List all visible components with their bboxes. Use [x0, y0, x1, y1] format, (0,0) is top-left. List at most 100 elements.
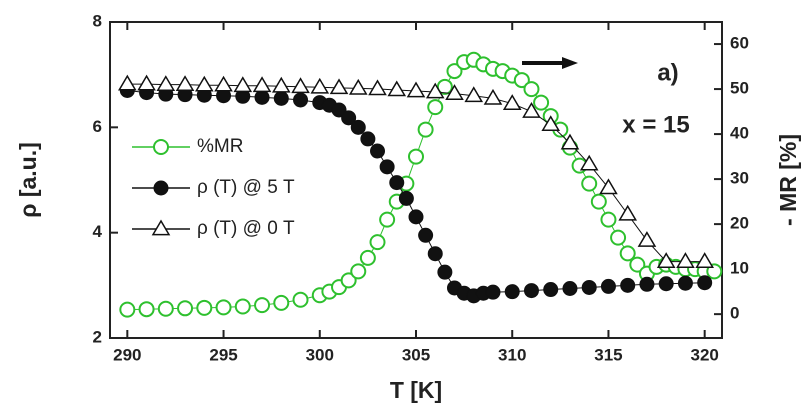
data-point — [418, 227, 434, 243]
x-axis-label: T [K] — [390, 377, 442, 403]
data-point — [579, 154, 599, 171]
data-point — [329, 78, 349, 95]
x-tick-label: 315 — [594, 345, 622, 364]
data-point — [350, 263, 367, 280]
data-point — [379, 159, 395, 175]
data-point — [254, 297, 271, 314]
legend-label: ρ (T) @ 0 T — [197, 218, 295, 239]
x-tick-label: 305 — [402, 345, 430, 364]
data-point — [656, 252, 676, 268]
data-point — [350, 119, 366, 135]
data-point — [157, 300, 174, 317]
data-point — [118, 74, 137, 91]
y-tick-label: 2 — [93, 327, 102, 346]
data-point — [138, 301, 155, 318]
y-axis-label: ρ [a.u.] — [15, 142, 41, 218]
y-tick-label: 4 — [93, 222, 103, 241]
data-point — [590, 193, 607, 210]
y2-tick-label: 10 — [730, 259, 749, 278]
data-point — [600, 211, 617, 228]
data-point — [196, 299, 213, 316]
y2-axis-label: - MR [%] — [775, 134, 801, 226]
annotation: a) — [657, 59, 678, 86]
data-point — [177, 300, 194, 317]
data-point — [252, 76, 272, 93]
data-point — [254, 89, 270, 105]
data-point — [273, 294, 290, 311]
data-point — [522, 102, 541, 118]
data-point — [600, 278, 616, 294]
data-point — [676, 252, 695, 268]
data-point — [523, 283, 539, 299]
y2-tick-label: 30 — [730, 169, 749, 188]
data-point — [562, 280, 578, 296]
data-point — [697, 275, 713, 291]
data-point — [637, 231, 657, 247]
data-point — [175, 75, 195, 92]
data-point — [292, 291, 309, 308]
data-point — [639, 276, 655, 292]
data-point — [436, 78, 453, 95]
data-point — [629, 256, 646, 273]
data-point — [360, 131, 376, 147]
y2-tick-label: 20 — [730, 214, 749, 233]
data-point — [341, 110, 357, 126]
y2-tick-label: 0 — [730, 304, 739, 323]
data-point — [417, 121, 434, 138]
data-point — [513, 72, 530, 89]
y2-tick-label: 40 — [730, 124, 749, 143]
data-point — [369, 234, 386, 251]
data-point — [370, 143, 386, 159]
data-point — [427, 99, 444, 116]
data-point — [273, 90, 289, 106]
annotation: x = 15 — [622, 111, 689, 138]
data-point — [271, 76, 291, 93]
data-point — [502, 94, 522, 110]
series-line — [127, 89, 705, 297]
legend-marker — [151, 219, 171, 236]
data-point — [677, 275, 693, 291]
y2-tick-label: 60 — [730, 34, 749, 53]
y2-tick-label: 50 — [730, 79, 749, 98]
data-point — [581, 175, 598, 192]
data-point — [427, 246, 443, 262]
data-point — [437, 264, 453, 280]
x-tick-label: 310 — [498, 345, 526, 364]
data-point — [504, 284, 520, 300]
data-point — [233, 76, 253, 93]
data-point — [194, 75, 214, 92]
data-point — [348, 78, 368, 95]
data-point — [215, 299, 232, 316]
legend-label: ρ (T) @ 5 T — [197, 177, 295, 198]
data-point — [340, 272, 357, 289]
data-point — [379, 211, 396, 228]
data-point — [406, 81, 426, 98]
data-point — [618, 204, 638, 221]
data-point — [446, 63, 463, 80]
data-point — [291, 77, 310, 94]
data-point — [408, 209, 424, 225]
data-point — [310, 77, 330, 94]
data-point — [359, 249, 376, 266]
x-tick-label: 295 — [209, 345, 237, 364]
data-point — [543, 282, 559, 298]
data-point — [485, 284, 501, 300]
arrow — [522, 57, 578, 69]
data-point — [387, 80, 407, 97]
data-point — [119, 301, 136, 318]
data-point — [214, 75, 233, 92]
data-point — [599, 178, 618, 195]
data-point — [581, 279, 597, 295]
data-point — [610, 229, 627, 246]
x-tick-label: 320 — [690, 345, 718, 364]
data-point — [293, 92, 309, 108]
data-point — [398, 190, 414, 206]
data-point — [523, 81, 540, 98]
data-point — [234, 298, 251, 315]
data-point — [533, 94, 550, 111]
data-point — [541, 115, 561, 132]
data-point — [483, 88, 503, 105]
data-point — [389, 175, 405, 191]
legend-label: %MR — [197, 136, 243, 157]
